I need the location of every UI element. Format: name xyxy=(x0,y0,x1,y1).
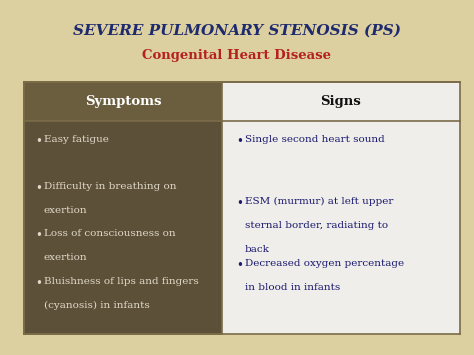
Text: back: back xyxy=(245,245,270,254)
Text: ESM (murmur) at left upper: ESM (murmur) at left upper xyxy=(245,197,393,206)
Bar xyxy=(222,82,460,121)
Text: exertion: exertion xyxy=(44,253,87,262)
Text: •: • xyxy=(36,229,43,242)
Text: •: • xyxy=(237,197,243,210)
Text: in blood in infants: in blood in infants xyxy=(245,283,340,292)
Text: Single second heart sound: Single second heart sound xyxy=(245,135,384,144)
Text: •: • xyxy=(36,277,43,290)
Text: •: • xyxy=(36,135,43,148)
Text: (cyanosis) in infants: (cyanosis) in infants xyxy=(44,301,149,310)
Bar xyxy=(222,121,460,334)
Bar xyxy=(24,82,222,121)
Text: Decreased oxygen percentage: Decreased oxygen percentage xyxy=(245,259,404,268)
Text: Easy fatigue: Easy fatigue xyxy=(44,135,109,144)
Text: SEVERE PULMONARY STENOSIS (PS): SEVERE PULMONARY STENOSIS (PS) xyxy=(73,23,401,37)
Text: Signs: Signs xyxy=(320,95,361,108)
Text: sternal border, radiating to: sternal border, radiating to xyxy=(245,221,388,230)
Text: •: • xyxy=(237,259,243,272)
Text: •: • xyxy=(237,135,243,148)
Text: Symptoms: Symptoms xyxy=(85,95,161,108)
Text: Difficulty in breathing on: Difficulty in breathing on xyxy=(44,182,176,191)
Text: Loss of consciousness on: Loss of consciousness on xyxy=(44,229,175,238)
Text: exertion: exertion xyxy=(44,206,87,215)
Text: Congenital Heart Disease: Congenital Heart Disease xyxy=(143,49,331,61)
Bar xyxy=(24,121,222,334)
Text: •: • xyxy=(36,182,43,195)
Text: Bluishness of lips and fingers: Bluishness of lips and fingers xyxy=(44,277,198,285)
